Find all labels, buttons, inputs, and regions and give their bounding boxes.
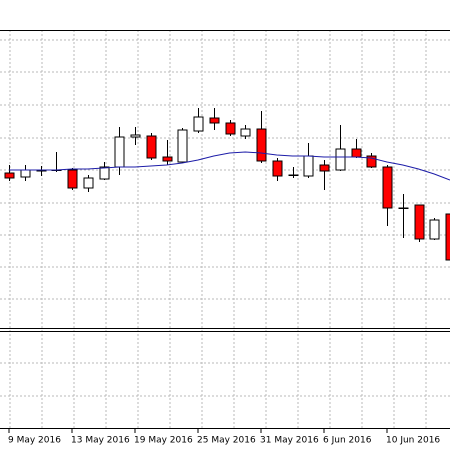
candle-body: [225, 122, 236, 135]
candle-body: [414, 204, 425, 240]
candle-body: [288, 174, 299, 176]
candle-body: [445, 213, 450, 261]
x-tick-label: 31 May 2016: [260, 436, 319, 446]
candle-body: [146, 135, 157, 159]
candle-body: [429, 219, 440, 240]
candle-body: [99, 166, 110, 180]
candle-body: [67, 169, 78, 189]
candle-body: [162, 156, 173, 162]
x-tick-label: 9 May 2016: [8, 436, 61, 446]
grid: [0, 30, 450, 428]
candle-body: [83, 177, 94, 189]
moving-average: [9, 151, 450, 181]
candle-body: [114, 136, 125, 168]
candle-body: [193, 116, 204, 132]
candle-body: [209, 117, 220, 124]
candle-body: [256, 128, 267, 162]
x-tick-label: 13 May 2016: [71, 436, 130, 446]
x-tick-label: 19 May 2016: [134, 436, 193, 446]
x-tick-label: 6 Jun 2016: [323, 436, 372, 446]
frame: [0, 30, 450, 429]
x-tick-label: 25 May 2016: [197, 436, 256, 446]
x-tick-label: 10 Jun 2016: [386, 436, 440, 446]
candle-body: [130, 134, 141, 138]
candle-body: [240, 128, 251, 137]
candle-body: [303, 155, 314, 177]
candle-body: [351, 148, 362, 158]
candle-body: [177, 129, 188, 163]
candle-body: [319, 164, 330, 172]
candle-body: [4, 172, 15, 179]
candle-body: [398, 207, 409, 209]
candle-body: [366, 155, 377, 168]
candle-body: [335, 148, 346, 171]
candle-body: [272, 160, 283, 177]
candle-body: [382, 166, 393, 209]
candle-body: [20, 169, 31, 178]
